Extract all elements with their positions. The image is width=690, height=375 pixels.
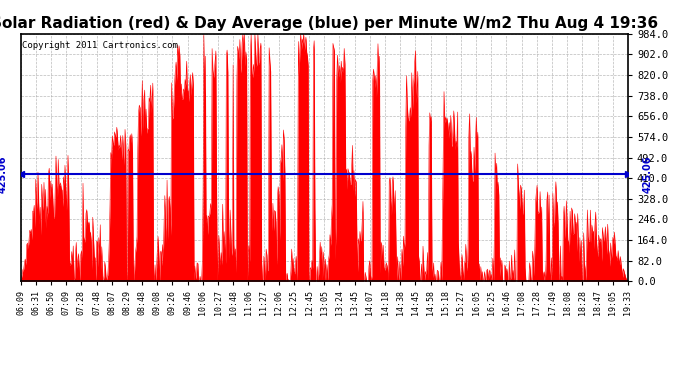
Text: 425.06: 425.06 — [0, 156, 7, 193]
Text: Copyright 2011 Cartronics.com: Copyright 2011 Cartronics.com — [22, 41, 178, 50]
Title: Solar Radiation (red) & Day Average (blue) per Minute W/m2 Thu Aug 4 19:36: Solar Radiation (red) & Day Average (blu… — [0, 16, 658, 31]
Text: 425.06: 425.06 — [642, 156, 652, 193]
